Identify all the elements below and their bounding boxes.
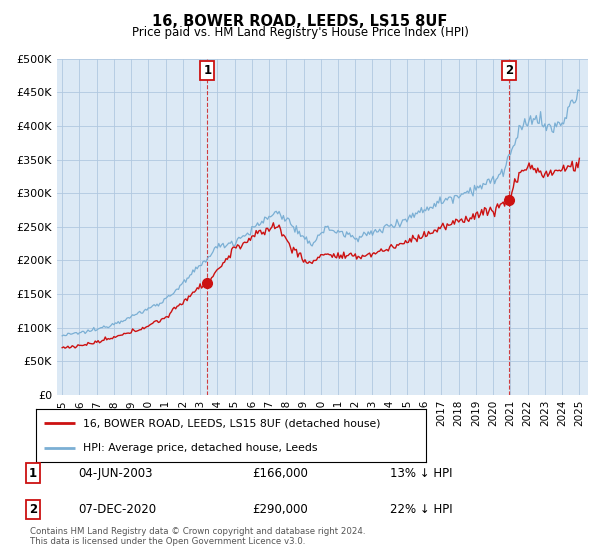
Text: 2: 2	[505, 64, 513, 77]
Text: 16, BOWER ROAD, LEEDS, LS15 8UF: 16, BOWER ROAD, LEEDS, LS15 8UF	[152, 14, 448, 29]
Text: Price paid vs. HM Land Registry's House Price Index (HPI): Price paid vs. HM Land Registry's House …	[131, 26, 469, 39]
Text: Contains HM Land Registry data © Crown copyright and database right 2024.
This d: Contains HM Land Registry data © Crown c…	[30, 526, 365, 546]
Text: £290,000: £290,000	[252, 503, 308, 516]
Text: 22% ↓ HPI: 22% ↓ HPI	[390, 503, 452, 516]
Text: HPI: Average price, detached house, Leeds: HPI: Average price, detached house, Leed…	[83, 442, 317, 452]
Text: 04-JUN-2003: 04-JUN-2003	[78, 466, 152, 480]
Text: 1: 1	[29, 466, 37, 480]
Text: 2: 2	[29, 503, 37, 516]
Text: £166,000: £166,000	[252, 466, 308, 480]
Text: 1: 1	[203, 64, 211, 77]
Text: 16, BOWER ROAD, LEEDS, LS15 8UF (detached house): 16, BOWER ROAD, LEEDS, LS15 8UF (detache…	[83, 418, 380, 428]
Text: 07-DEC-2020: 07-DEC-2020	[78, 503, 156, 516]
Text: 13% ↓ HPI: 13% ↓ HPI	[390, 466, 452, 480]
